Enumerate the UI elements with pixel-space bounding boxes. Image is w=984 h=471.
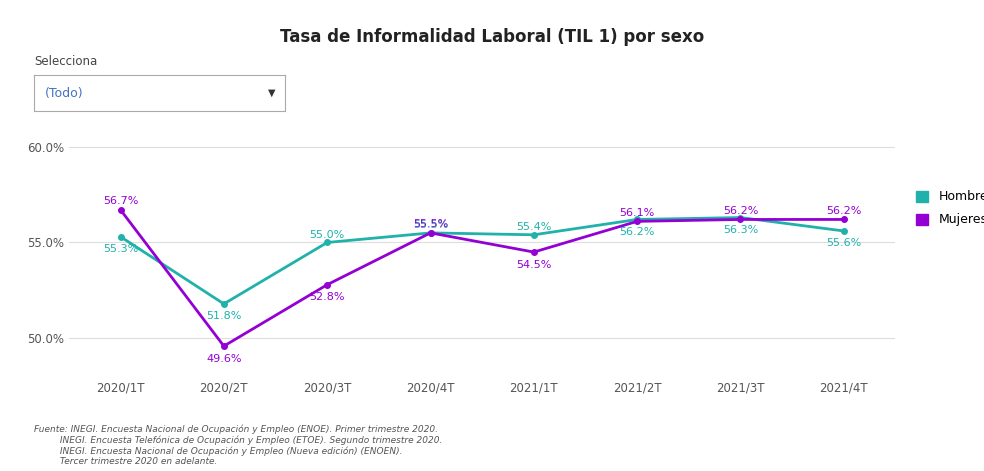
Text: 56.2%: 56.2% <box>827 206 861 216</box>
Text: 49.6%: 49.6% <box>206 354 242 364</box>
Text: 56.2%: 56.2% <box>620 227 654 237</box>
Legend: Hombres, Mujeres: Hombres, Mujeres <box>909 184 984 233</box>
Text: ▼: ▼ <box>268 88 276 98</box>
Text: 56.2%: 56.2% <box>723 206 758 216</box>
Text: 54.5%: 54.5% <box>517 260 551 269</box>
Text: 55.6%: 55.6% <box>827 238 861 248</box>
Text: (Todo): (Todo) <box>44 87 83 99</box>
Text: 56.3%: 56.3% <box>723 225 758 235</box>
Text: Fuente: INEGI. Encuesta Nacional de Ocupación y Empleo (ENOE). Primer trimestre : Fuente: INEGI. Encuesta Nacional de Ocup… <box>34 424 443 466</box>
Text: 55.3%: 55.3% <box>103 244 138 254</box>
Text: 55.0%: 55.0% <box>310 230 344 240</box>
Text: 55.5%: 55.5% <box>413 220 448 230</box>
Text: 55.4%: 55.4% <box>517 222 551 232</box>
Text: Tasa de Informalidad Laboral (TIL 1) por sexo: Tasa de Informalidad Laboral (TIL 1) por… <box>279 28 705 46</box>
Text: 52.8%: 52.8% <box>309 292 345 302</box>
Text: 55.5%: 55.5% <box>413 219 448 229</box>
Text: 51.8%: 51.8% <box>207 311 241 321</box>
Text: Selecciona: Selecciona <box>34 55 97 68</box>
Text: 56.7%: 56.7% <box>103 196 138 206</box>
Text: 56.1%: 56.1% <box>620 208 654 218</box>
